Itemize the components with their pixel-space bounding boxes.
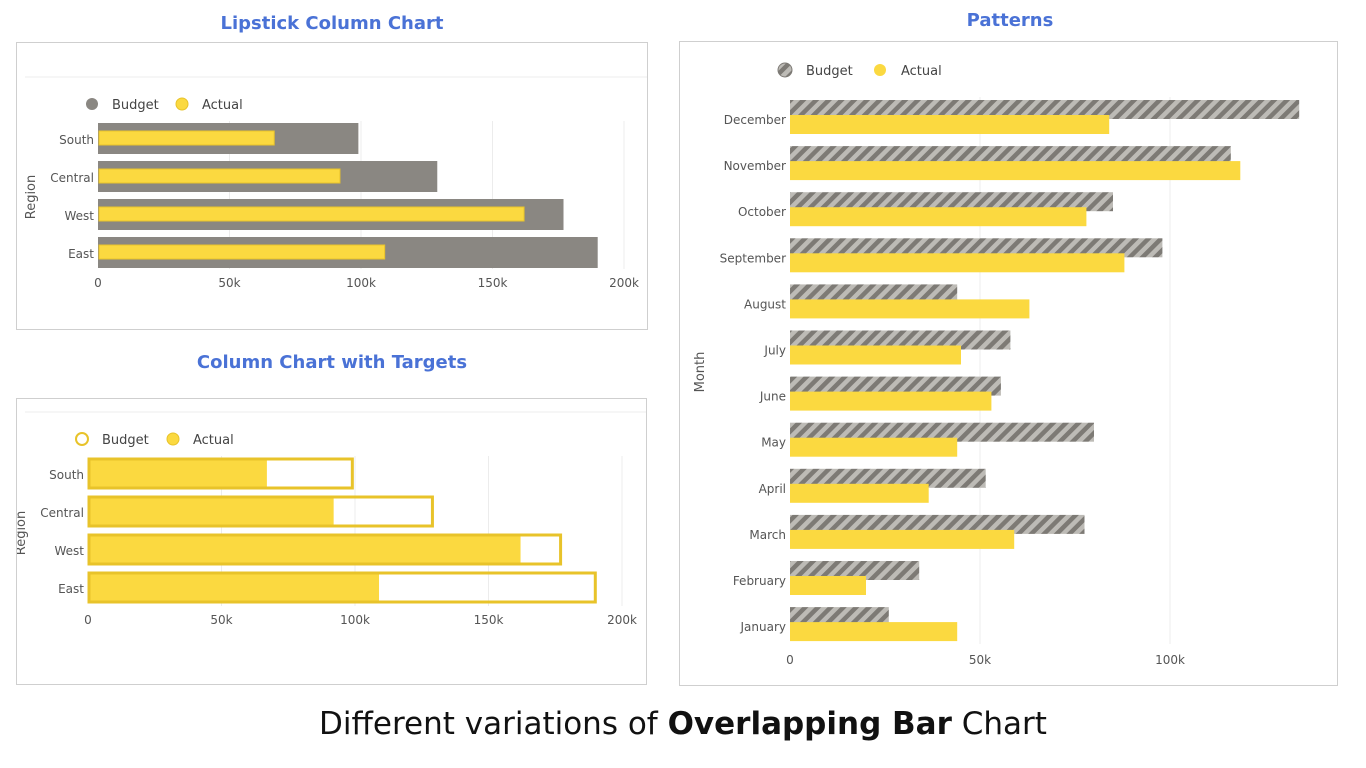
patterns-chart-panel: 0 50k 100k December November October September… [679, 41, 1338, 686]
patterns-actual-bar [790, 345, 961, 365]
patterns-y-category-label: April [759, 482, 786, 496]
patterns-actual-bar [790, 391, 992, 411]
targets-chart-title: Column Chart with Targets [196, 352, 468, 373]
patterns-x-tick-label: 50k [969, 653, 991, 667]
lipstick-y-category-label: West [64, 209, 94, 223]
lipstick-x-tick-label: 200k [609, 276, 639, 290]
lipstick-actual-bar [98, 130, 275, 146]
lipstick-actual-bar [98, 244, 386, 260]
targets-x-tick-label: 100k [340, 613, 370, 627]
patterns-budget-bar [790, 607, 889, 627]
patterns-y-category-label: June [759, 390, 786, 404]
patterns-y-category-label: February [733, 574, 786, 588]
targets-budget-outline [87, 533, 563, 566]
targets-y-category-label: South [49, 468, 84, 482]
footer-prefix: Different variations of [319, 706, 668, 742]
patterns-actual-bar [790, 161, 1241, 181]
patterns-legend-budget-label: Budget [806, 64, 853, 79]
lipstick-actual-bar [98, 168, 341, 184]
targets-y-axis-title: Region [17, 511, 29, 556]
targets-legend-actual-marker [166, 432, 180, 446]
lipstick-chart: 0 50k 100k 150k 200k South Central West East Regi… [24, 76, 647, 290]
patterns-y-category-label: October [738, 205, 786, 219]
patterns-budget-bar [790, 100, 1300, 119]
patterns-actual-bar [790, 207, 1087, 227]
patterns-x-tick-label: 0 [786, 653, 794, 667]
targets-actual-bar [88, 534, 521, 565]
patterns-budget-bar [790, 376, 1001, 396]
patterns-budget-bar [790, 146, 1231, 166]
patterns-legend-actual-marker [874, 64, 886, 76]
patterns-legend-actual-label: Actual [901, 64, 942, 79]
lipstick-actual-bar [98, 206, 525, 222]
targets-actual-bar [88, 572, 380, 603]
patterns-x-tick-label: 100k [1155, 653, 1185, 667]
targets-actual-bar [88, 496, 334, 527]
lipstick-legend-actual-label: Actual [202, 98, 243, 113]
targets-budget-outline [87, 495, 434, 528]
lipstick-y-category-label: Central [50, 171, 94, 185]
patterns-actual-bar [790, 437, 958, 457]
patterns-budget-bar [790, 422, 1094, 442]
targets-legend-budget-label: Budget [102, 433, 149, 448]
patterns-y-category-label: September [720, 251, 786, 265]
targets-y-category-label: West [54, 544, 84, 558]
patterns-y-axis-title: Month [693, 352, 708, 393]
patterns-legend-budget-marker [777, 62, 793, 78]
patterns-budget-bar [790, 284, 958, 304]
targets-chart: 0 50k 100k 150k 200k South Central West East Regi… [17, 411, 646, 627]
footer-caption: Different variations of Overlapping Bar … [0, 706, 1366, 742]
targets-actual-bar [88, 458, 267, 489]
patterns-budget-bar [790, 468, 986, 488]
patterns-budget-bar [790, 330, 1011, 350]
lipstick-y-axis-title: Region [24, 175, 39, 220]
targets-y-category-label: Central [40, 506, 84, 520]
patterns-actual-bar [790, 115, 1110, 134]
lipstick-chart-title: Lipstick Column Chart [220, 13, 444, 34]
targets-chart-panel: 0 50k 100k 150k 200k South Central West East Regi… [16, 398, 647, 685]
patterns-y-category-label: December [724, 113, 786, 127]
lipstick-y-category-label: East [68, 247, 94, 261]
patterns-actual-bar [790, 299, 1030, 319]
patterns-y-category-label: August [744, 297, 786, 311]
patterns-y-category-label: November [724, 159, 786, 173]
patterns-actual-bar [790, 253, 1125, 273]
lipstick-y-category-label: South [59, 133, 94, 147]
targets-x-tick-label: 50k [210, 613, 232, 627]
patterns-y-category-label: May [761, 436, 786, 450]
targets-x-tick-label: 150k [474, 613, 504, 627]
patterns-budget-bar [790, 238, 1163, 258]
patterns-budget-bar [790, 561, 920, 580]
lipstick-legend-actual-marker [175, 97, 189, 111]
lipstick-legend-budget-label: Budget [112, 98, 159, 113]
patterns-y-category-label: January [740, 620, 787, 634]
footer-suffix: Chart [951, 706, 1047, 742]
targets-x-tick-label: 200k [607, 613, 637, 627]
lipstick-chart-panel: 0 50k 100k 150k 200k South Central West East Regi… [16, 42, 648, 330]
patterns-budget-bar [790, 514, 1085, 534]
lipstick-x-tick-label: 0 [94, 276, 102, 290]
targets-budget-outline [87, 571, 597, 604]
targets-budget-outline [87, 457, 354, 490]
patterns-actual-bar [790, 622, 958, 642]
lipstick-x-tick-label: 150k [478, 276, 508, 290]
targets-legend-budget-marker [75, 432, 89, 446]
lipstick-x-tick-label: 50k [218, 276, 240, 290]
patterns-budget-bar [790, 192, 1113, 212]
patterns-y-category-label: July [763, 344, 786, 358]
footer-emphasis: Overlapping Bar [667, 706, 952, 742]
patterns-actual-bar [790, 529, 1015, 549]
patterns-chart-title: Patterns [966, 10, 1054, 31]
patterns-y-category-label: March [749, 528, 786, 542]
patterns-chart: 0 50k 100k December November October September… [693, 62, 1300, 667]
targets-x-tick-label: 0 [84, 613, 92, 627]
patterns-actual-bar [790, 483, 929, 503]
targets-y-category-label: East [58, 582, 84, 596]
targets-legend-actual-label: Actual [193, 433, 234, 448]
lipstick-x-tick-label: 100k [346, 276, 376, 290]
patterns-actual-bar [790, 576, 866, 595]
lipstick-legend-budget-marker [86, 98, 98, 110]
